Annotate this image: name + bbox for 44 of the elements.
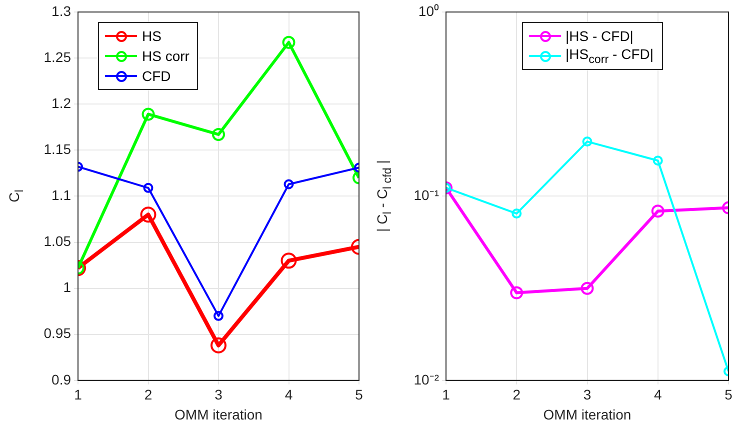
point [284, 179, 294, 190]
y-tick-label: 1.2 [52, 94, 72, 111]
x-tick-label: 4 [654, 386, 662, 403]
legend-label: CFD [142, 68, 171, 84]
y-tick-label: 10⁻² [414, 371, 440, 388]
point [212, 128, 225, 141]
point [280, 252, 297, 269]
point [582, 136, 592, 147]
y-tick-label: 0.95 [44, 325, 72, 342]
point [510, 286, 524, 300]
y-tick-label: 1.25 [44, 48, 72, 65]
legend-label: |HS - CFD| [566, 28, 634, 44]
y-tick-label: 1.05 [44, 233, 72, 250]
x-tick-label: 3 [214, 386, 223, 403]
point [143, 182, 154, 193]
x-tick-label: 1 [74, 386, 82, 403]
legend-label: HS [142, 28, 162, 44]
y-tick-label: 1 [63, 279, 72, 296]
x-axis-title: OMM iteration [543, 406, 632, 422]
x-axis-title: OMM iteration [174, 406, 262, 422]
point [580, 282, 594, 295]
y-tick-label: 10⁰ [418, 2, 439, 19]
x-tick-label: 2 [144, 386, 152, 403]
point [651, 204, 664, 218]
y-tick-label: 1.1 [52, 187, 72, 204]
x-tick-label: 5 [355, 386, 364, 403]
y-tick-label: 10⁻¹ [414, 187, 440, 204]
point [512, 208, 522, 219]
y-tick-label: 1.3 [52, 2, 72, 19]
x-tick-label: 4 [284, 386, 293, 403]
legend-label: HS corr [142, 48, 190, 64]
point [282, 36, 296, 49]
point [140, 206, 156, 223]
point [210, 337, 226, 354]
x-tick-label: 2 [512, 386, 521, 403]
x-tick-label: 1 [442, 386, 450, 403]
x-tick-label: 5 [724, 386, 733, 403]
point [142, 108, 155, 121]
y-tick-label: 1.15 [44, 141, 72, 158]
y-tick-label: 0.9 [52, 371, 72, 388]
legend-label: |HS$_{corr}$ - CFD| [566, 46, 654, 66]
point [214, 310, 224, 321]
x-tick-label: 3 [583, 386, 592, 403]
point [652, 156, 663, 166]
